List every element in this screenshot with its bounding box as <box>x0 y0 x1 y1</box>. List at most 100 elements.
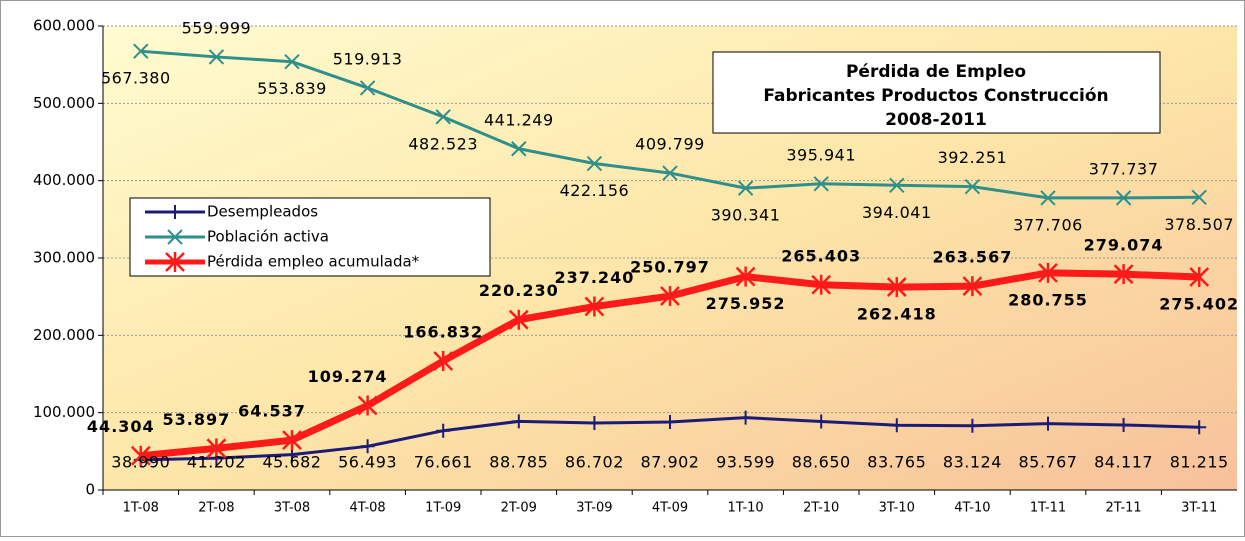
point-marker <box>584 296 605 317</box>
data-label: 422.156 <box>560 181 630 200</box>
point-marker <box>889 177 905 193</box>
data-label: 265.403 <box>781 246 861 265</box>
y-tick-label: 600.000 <box>33 17 95 35</box>
data-label: 64.537 <box>238 402 306 421</box>
point-marker <box>662 165 678 181</box>
point-marker <box>508 309 529 330</box>
point-marker <box>964 178 981 195</box>
data-label: 88.650 <box>792 453 851 472</box>
legend-label: Pérdida empleo acumulada* <box>207 253 420 271</box>
data-label: 76.661 <box>414 453 473 472</box>
y-tick-label: 500.000 <box>33 94 95 112</box>
legend-label: Población activa <box>207 228 329 246</box>
chart-title: Pérdida de Empleo <box>846 62 1026 82</box>
point-marker <box>735 266 756 287</box>
point-marker <box>1191 189 1207 205</box>
point-marker <box>663 415 677 430</box>
x-tick-label: 4T-09 <box>652 501 688 516</box>
data-label: 279.074 <box>1084 236 1164 255</box>
data-label: 83.765 <box>867 453 926 472</box>
data-label: 567.380 <box>101 69 171 88</box>
data-label: 280.755 <box>1008 290 1088 309</box>
data-label: 45.682 <box>263 453 322 472</box>
point-marker <box>357 395 378 416</box>
point-marker <box>511 141 527 157</box>
point-marker <box>889 418 904 433</box>
x-tick-label: 4T-10 <box>954 501 990 516</box>
point-marker <box>962 276 983 297</box>
data-label: 41.202 <box>187 453 246 472</box>
x-tick-label: 2T-09 <box>501 501 537 516</box>
x-tick-label: 4T-08 <box>349 501 385 516</box>
point-marker <box>359 80 376 96</box>
point-marker <box>1040 190 1056 206</box>
point-marker <box>813 176 829 192</box>
y-tick-label: 0 <box>85 481 95 499</box>
legend: Desempleados Población activa Pérdida empl… <box>129 197 491 277</box>
point-marker <box>814 414 829 429</box>
data-label: 88.785 <box>489 453 548 472</box>
point-marker <box>206 438 227 459</box>
point-marker <box>886 277 907 298</box>
data-label: 409.799 <box>635 135 705 154</box>
data-label: 262.418 <box>857 305 937 324</box>
data-label: 275.402 <box>1159 295 1239 314</box>
data-label: 86.702 <box>565 453 624 472</box>
data-label: 275.952 <box>706 294 786 313</box>
point-marker <box>133 43 149 59</box>
x-tick-label: 2T-10 <box>803 501 839 516</box>
data-label: 250.797 <box>630 258 710 277</box>
point-marker <box>737 180 754 196</box>
data-label: 559.999 <box>182 18 252 37</box>
x-tick-label: 3T-08 <box>274 501 310 516</box>
series-lines <box>130 43 1210 467</box>
point-marker <box>511 414 526 429</box>
data-label: 85.767 <box>1019 453 1078 472</box>
point-marker <box>1189 267 1210 288</box>
point-marker <box>168 205 182 219</box>
point-marker <box>586 155 603 172</box>
point-marker <box>130 445 151 466</box>
point-marker <box>587 415 602 430</box>
data-label: 166.832 <box>403 322 483 341</box>
point-marker <box>811 274 832 295</box>
point-marker <box>1116 417 1131 432</box>
data-label: 53.897 <box>163 410 231 429</box>
data-label: 38.990 <box>111 453 170 472</box>
grid: 0 100.000 200.000 300.000 400.000 500.000 600.… <box>33 17 1237 516</box>
x-tick-label: 2T-11 <box>1105 501 1141 516</box>
point-marker <box>1113 264 1134 285</box>
chart-title: 2008-2011 <box>885 110 987 130</box>
data-labels: 38.990 41.202 45.682 56.493 76.661 88.785 86.7… <box>87 18 1239 472</box>
point-marker <box>1041 416 1055 431</box>
data-label: 83.124 <box>943 453 1002 472</box>
y-tick-label: 100.000 <box>33 403 95 421</box>
point-marker <box>208 49 225 65</box>
point-marker <box>360 439 375 454</box>
data-label: 377.706 <box>1013 215 1083 234</box>
x-tick-label: 3T-11 <box>1181 501 1217 516</box>
data-label: 56.493 <box>338 453 397 472</box>
legend-label: Desempleados <box>207 203 318 221</box>
data-label: 394.041 <box>862 203 932 222</box>
data-label: 87.902 <box>641 453 700 472</box>
x-tick-label: 1T-08 <box>123 501 159 516</box>
data-label: 390.341 <box>711 206 781 225</box>
x-tick-label: 1T-09 <box>425 501 461 516</box>
data-label: 109.274 <box>308 367 388 386</box>
x-tick-label: 1T-11 <box>1030 501 1066 516</box>
x-tick-label: 3T-09 <box>576 501 612 516</box>
data-label: 519.913 <box>333 49 403 68</box>
point-marker <box>435 109 451 125</box>
data-label: 377.737 <box>1089 159 1159 178</box>
y-tick-label: 200.000 <box>33 326 95 344</box>
x-tick-label: 3T-10 <box>879 501 915 516</box>
y-tick-label: 400.000 <box>33 171 95 189</box>
title-box <box>712 51 1161 134</box>
point-marker <box>436 423 451 438</box>
data-label: 482.523 <box>408 134 478 153</box>
data-label: 553.839 <box>257 79 327 98</box>
point-marker <box>282 430 302 451</box>
